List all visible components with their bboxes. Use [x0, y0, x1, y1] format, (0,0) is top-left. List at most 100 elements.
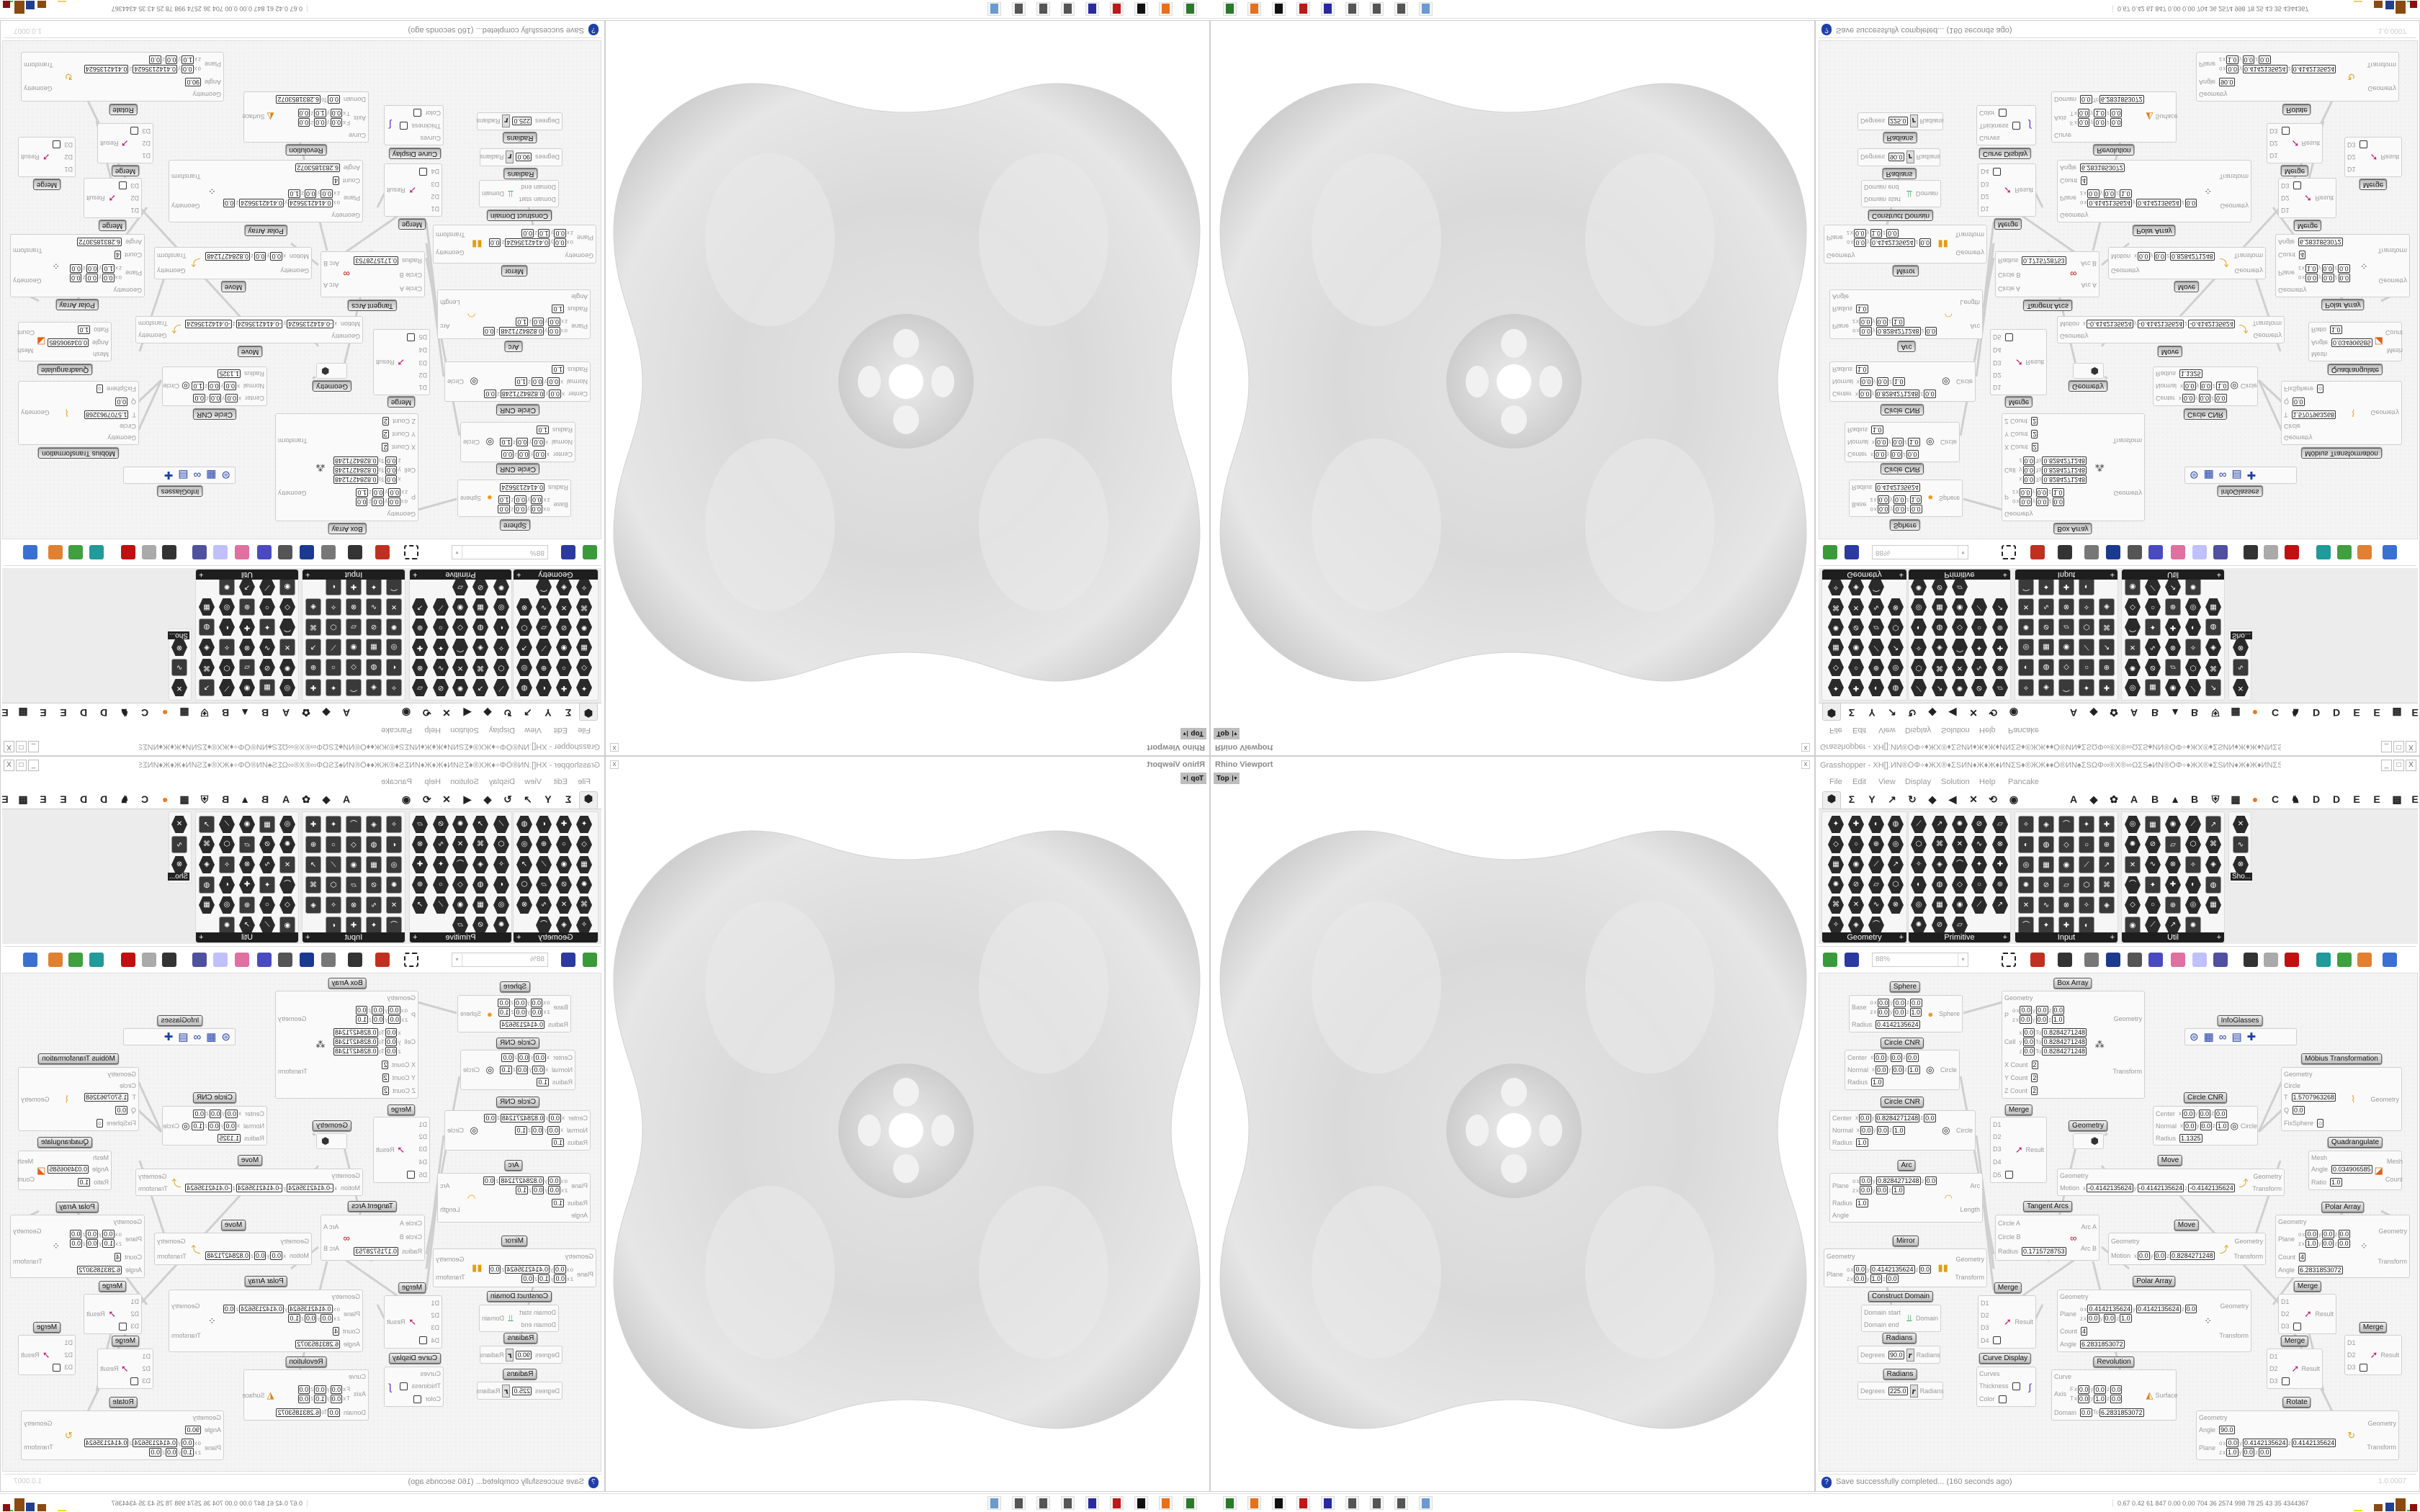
value-field[interactable]: 0.0	[2182, 1109, 2195, 1118]
tab-icon[interactable]: ▩	[18, 707, 28, 719]
component-icon[interactable]: ⊗	[2165, 856, 2181, 873]
node-input-row[interactable]: D3	[130, 1377, 151, 1385]
value-field[interactable]: 1.0	[182, 1448, 194, 1457]
component-icon[interactable]: ✧	[1828, 917, 1844, 934]
merge-node[interactable]: D1 D2 D3 D4 ➚ Result	[384, 163, 442, 217]
component-icon[interactable]: ✕	[2233, 816, 2249, 833]
output-label[interactable]: Count	[2385, 1176, 2403, 1184]
node-input-row[interactable]: Mesh	[2311, 1154, 2372, 1161]
component-icon[interactable]: ▱	[536, 876, 552, 894]
node-input-row[interactable]: Motion x 0.0 y 0.0 z 0.8284271248	[2111, 1251, 2215, 1261]
output-label[interactable]: Geometry	[2113, 490, 2142, 498]
value-field[interactable]: 1.0	[537, 1078, 549, 1087]
rhino-viewport-window[interactable]: Rhino Viewport x Top ▾	[1210, 20, 1815, 756]
quadrangulate-node[interactable]: Mesh Angle 0.034906585 Ratio 1.0 ◪ Mesh Count	[17, 1151, 112, 1190]
component-icon[interactable]: ⌒	[1952, 856, 1968, 873]
move-node-title[interactable]: Move	[2174, 1220, 2200, 1230]
node-input-row[interactable]: Domain 0.0 To 6.2831853072	[2054, 1408, 2144, 1417]
value-field[interactable]: 0.0	[102, 273, 115, 282]
value-field[interactable]: 1.0	[1909, 1007, 1922, 1017]
close-button[interactable]: X	[4, 760, 14, 771]
value-field[interactable]: 0.034906585	[48, 1165, 89, 1174]
radians-node-title[interactable]: Radians	[503, 1369, 537, 1380]
palette-group-label[interactable]: Input +	[2015, 570, 2118, 580]
tab-icon[interactable]: ◉	[2009, 707, 2019, 719]
value-field[interactable]: 0.0	[297, 118, 310, 127]
node-input-row[interactable]: Base o x 0.0 y 0.0 z 0.0 z x 0.0 y 0.0 z 1.0	[498, 998, 568, 1017]
preview-eye-icon[interactable]	[375, 545, 390, 559]
value-field[interactable]: 0.0	[1860, 327, 1872, 336]
node-input-row[interactable]: Radius 1.0	[1832, 364, 1936, 374]
value-field[interactable]: 1.1325	[218, 1133, 241, 1143]
component-icon[interactable]: ⬡	[1911, 836, 1927, 853]
node-input-row[interactable]: Geometry	[2278, 287, 2350, 294]
value-field[interactable]: 0.0	[328, 1408, 340, 1417]
component-icon[interactable]: ⊘	[2145, 836, 2161, 853]
component-icon[interactable]: ✺	[2185, 578, 2201, 595]
construct-domain-node[interactable]: Domain start Domain end ⫫ Domain	[1861, 1305, 1941, 1332]
value-field[interactable]: 1.1325	[218, 369, 241, 379]
output-label[interactable]: Arc	[1970, 1182, 1980, 1190]
node-input-row[interactable]: Angle 0.034906585	[2311, 1165, 2372, 1174]
value-field[interactable]: 0.0	[330, 118, 343, 127]
component-icon[interactable]: ✚	[556, 679, 572, 696]
component-icon[interactable]: ⬡	[516, 618, 532, 636]
wireframe-icon[interactable]	[142, 545, 156, 559]
component-icon[interactable]: ◈	[472, 856, 488, 873]
radians-node-title[interactable]: Radians	[1883, 132, 1917, 143]
value-field[interactable]: ∞	[2218, 469, 2227, 482]
output-label[interactable]: Circle	[163, 1122, 180, 1130]
output-label[interactable]: Result	[2015, 1318, 2033, 1326]
chevron-down-icon[interactable]: ▾	[452, 953, 462, 966]
node-input-row[interactable]: D2	[2281, 1310, 2301, 1318]
component-icon[interactable]: ⊕	[412, 876, 428, 894]
merge-node[interactable]: D1 D2 D3 ➚ Result	[18, 137, 76, 177]
rotate-node-title[interactable]: Rotate	[109, 1397, 138, 1408]
component-icon[interactable]: ⟋	[433, 896, 449, 914]
value-field[interactable]: 0.4142135624	[1876, 1020, 1920, 1030]
value-field[interactable]	[2281, 1377, 2290, 1385]
node-input-row[interactable]: T 1.5707963268	[84, 410, 136, 419]
bulb-icon[interactable]	[213, 953, 228, 967]
expand-plus-icon[interactable]: +	[2002, 933, 2007, 942]
tab-icon[interactable]: ◆	[1928, 793, 1937, 805]
value-field[interactable]: 1.0	[356, 487, 368, 497]
curve-display-node[interactable]: Curves Thickness Color ∫	[1976, 1367, 2036, 1407]
tab-icon[interactable]: E	[60, 793, 67, 805]
value-field[interactable]: ○	[2317, 384, 2324, 393]
value-field[interactable]: -0.4142135624	[287, 1184, 333, 1192]
value-field[interactable]: 0.0	[165, 1448, 178, 1457]
component-icon[interactable]: ✺	[1911, 578, 1927, 595]
value-field[interactable]: 0.0	[2338, 273, 2351, 282]
taskbar-terminal-icon[interactable]	[1223, 1496, 1237, 1510]
component-icon[interactable]: ✧	[2079, 598, 2094, 616]
polar-array-node[interactable]: Geometry Plane o x 0.0 y 0.0 z 0.0 z x 1.0 y 0.0 z 0.0 C…	[2275, 234, 2410, 297]
node-input-row[interactable]: Color	[1979, 109, 2020, 117]
component-icon[interactable]: ⊗	[346, 896, 362, 914]
value-field[interactable]: 0.0	[498, 505, 510, 514]
node-input-row[interactable]: Motion x -0.4142135624 y -0.4142135624 z -0.41…	[2060, 1184, 2235, 1192]
value-field[interactable]: 0.8284271248	[2042, 465, 2087, 474]
component-icon[interactable]: ⌒	[2125, 876, 2141, 894]
value-field[interactable]: 0.0	[385, 456, 398, 465]
tab-icon[interactable]: Σ	[1848, 707, 1855, 719]
node-input-row[interactable]: Plane o x 0.0 y 0.4142135624 z 0.0 z x 0.0 y 1.0 z 0.0	[488, 1265, 593, 1284]
component-icon[interactable]: ⌒	[452, 856, 468, 873]
value-field[interactable]: 0.0	[2154, 251, 2166, 261]
node-input-row[interactable]: Z Count 2	[2004, 1086, 2087, 1095]
node-input-row[interactable]: D2	[1993, 372, 2013, 379]
node-input-row[interactable]: Angle 6.2831853072	[223, 163, 360, 172]
merge-node-title[interactable]: Merge	[2359, 179, 2388, 190]
component-icon[interactable]: ⟋	[2079, 639, 2094, 656]
output-label[interactable]: Result	[2015, 186, 2033, 194]
value-field[interactable]: 0.0	[1876, 1065, 1888, 1074]
output-label[interactable]: Circle	[1955, 1127, 1973, 1134]
component-icon[interactable]: ✧	[219, 856, 235, 873]
value-field[interactable]: 90.0	[2219, 78, 2235, 86]
polar-array-node-title[interactable]: Polar Array	[244, 1276, 287, 1287]
menu-help[interactable]: Help	[1979, 726, 1996, 734]
component-icon[interactable]: ⟋	[219, 679, 235, 696]
box-array-node-title[interactable]: Box Array	[2053, 978, 2092, 989]
component-icon[interactable]: ↗	[305, 639, 321, 656]
value-field[interactable]: 6.2831853072	[2080, 1340, 2125, 1349]
